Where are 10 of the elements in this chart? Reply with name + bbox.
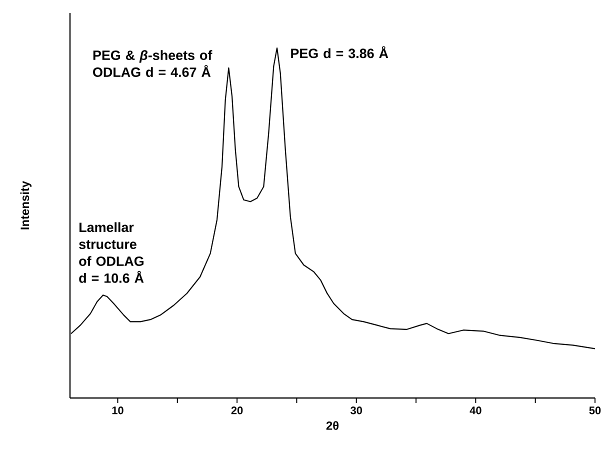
annotation: PEG d = 3.86 Å [291,46,388,58]
x-tick-label: 20 [231,406,243,414]
y-axis-title: Intensity [20,180,32,230]
x-tick-label: 40 [470,406,482,414]
x-tick-label: 10 [112,406,124,414]
x-axis-title: 2θ [326,421,339,430]
x-tick-label: 30 [350,406,362,414]
x-tick-label: 50 [589,406,601,414]
annotation: Lamellar structure of ODLAG d = 10.6 Å [79,222,144,283]
annotation: PEG & β-sheets of ODLAG d = 4.67 Å [93,50,212,77]
